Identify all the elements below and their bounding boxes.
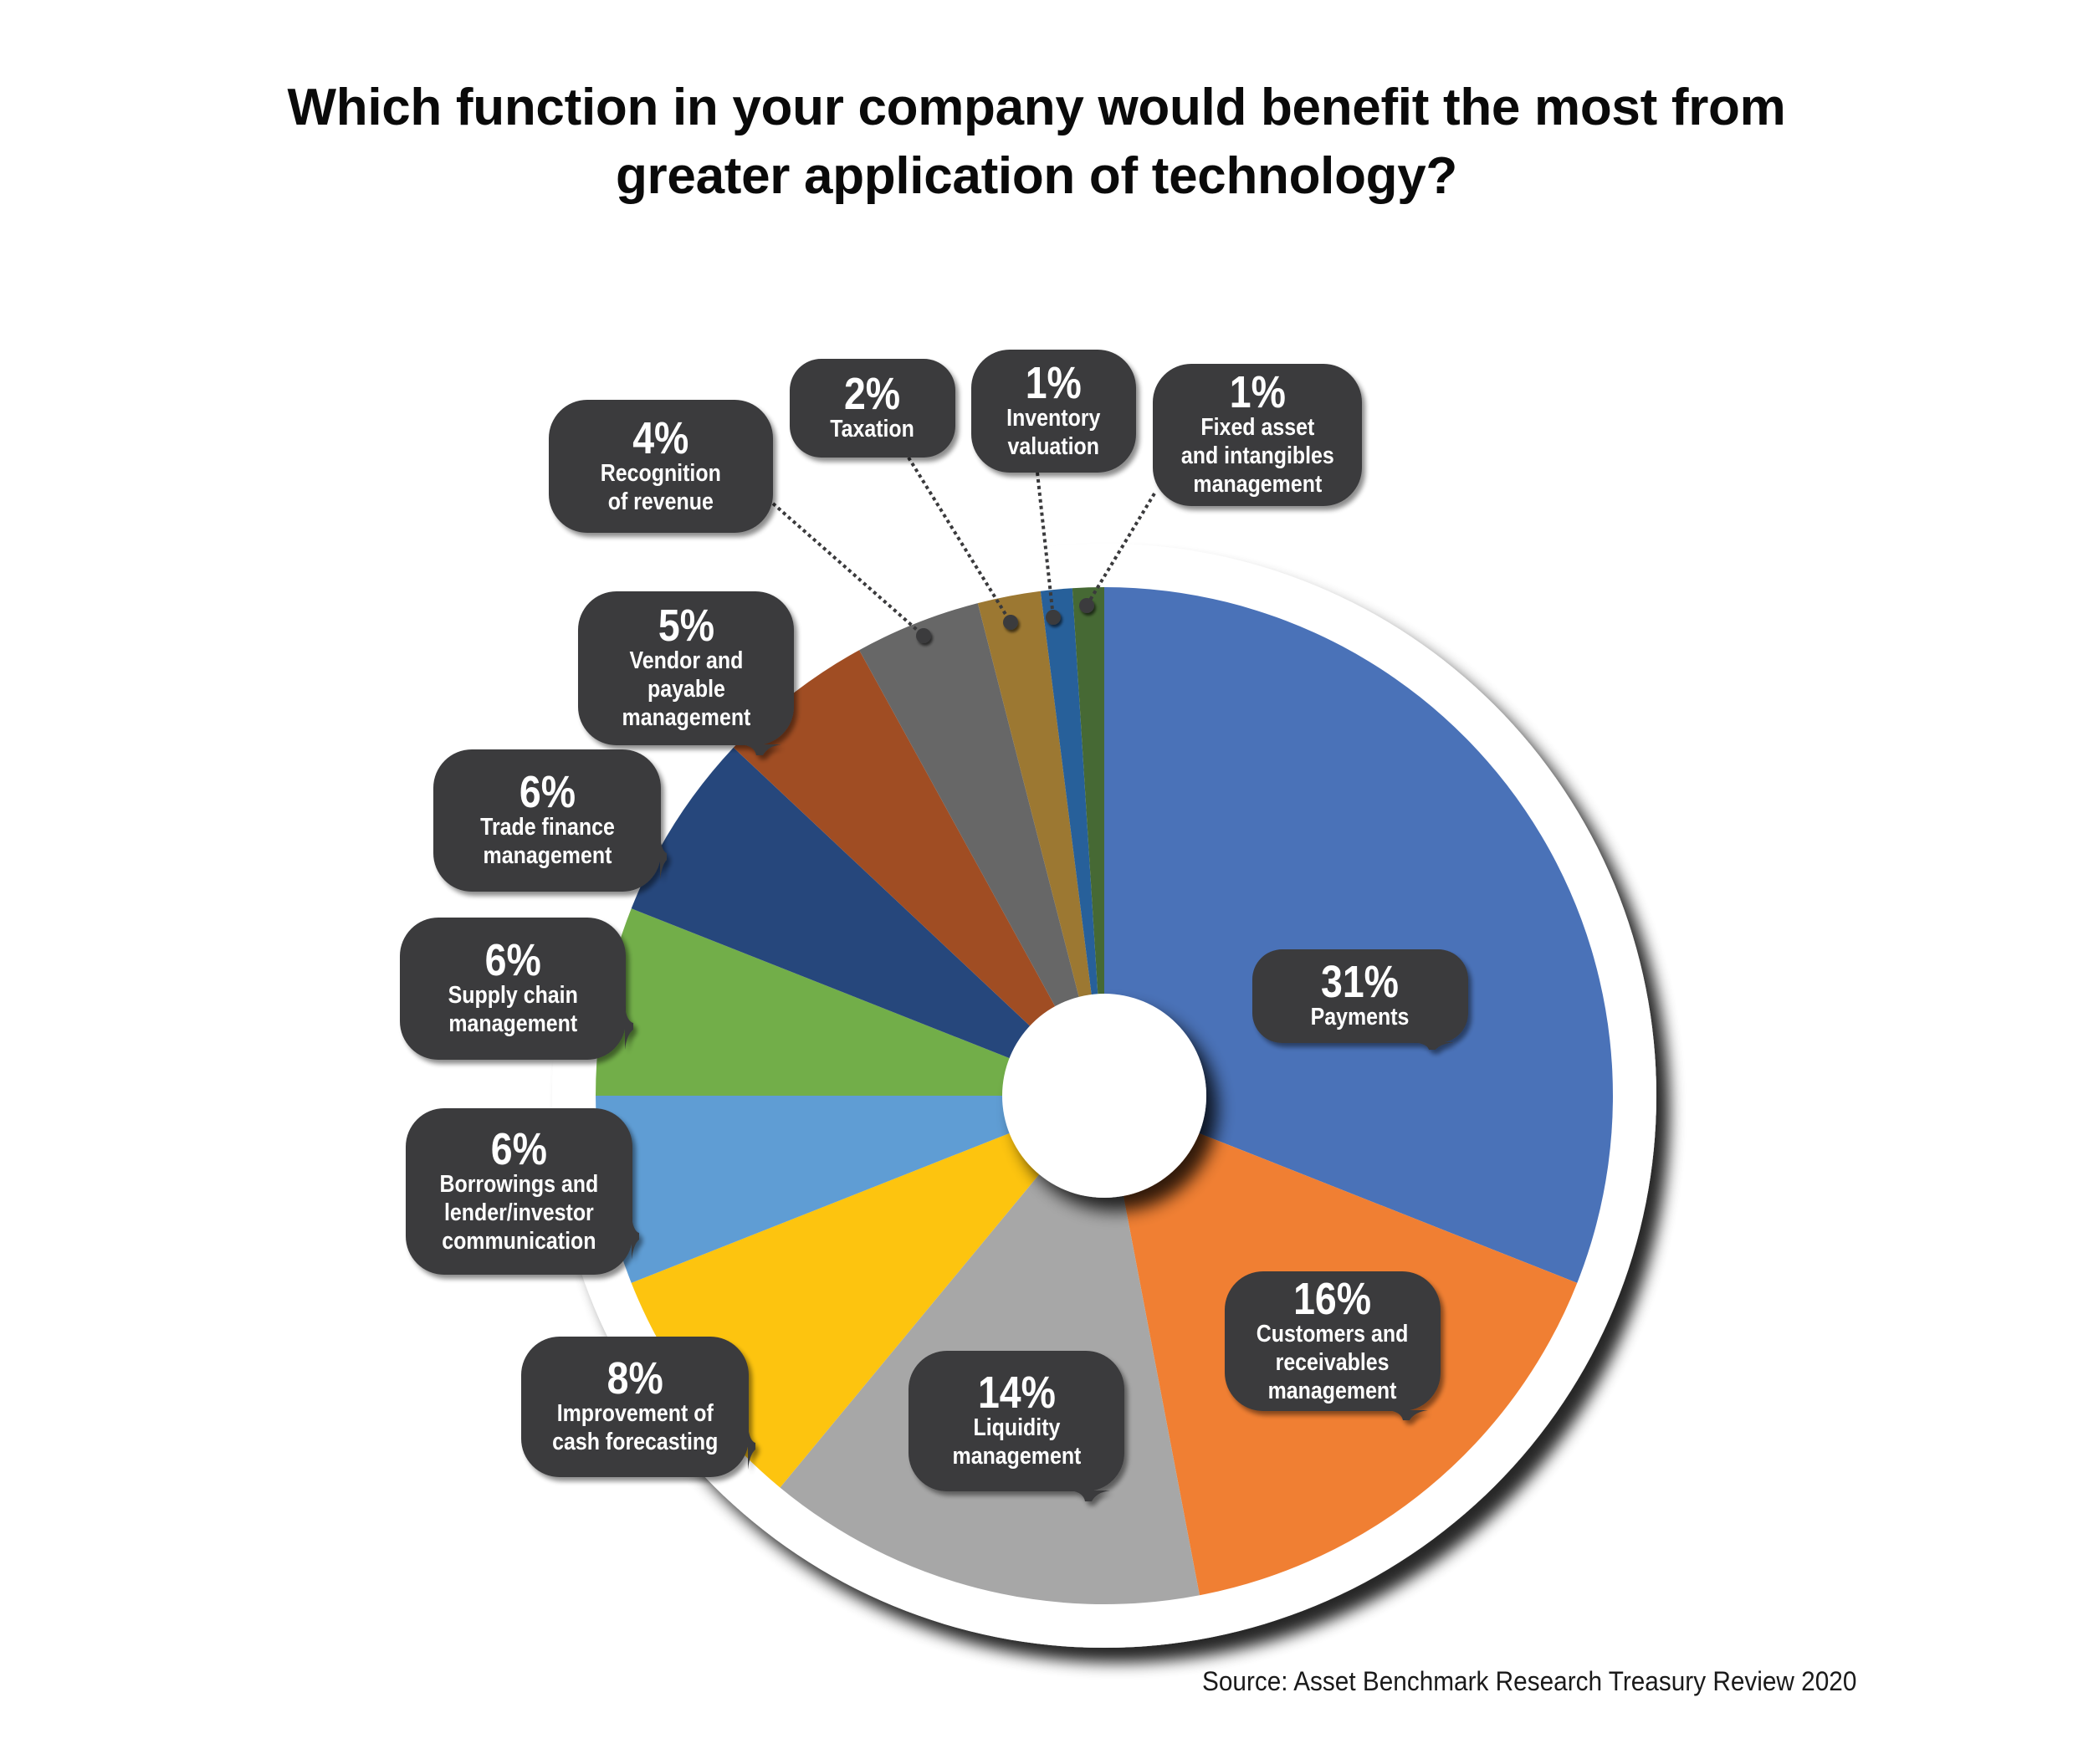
callout-text: 16% Customers and receivables management (1257, 1273, 1409, 1405)
callout-label: 4% Recognition of revenue (549, 400, 773, 533)
callout-box (521, 1337, 749, 1477)
callout-tail (1388, 1410, 1428, 1420)
pie-slice-improvement-of-cash-forecasting (631, 1096, 1104, 1488)
callout-text: 31% Payments (1311, 957, 1410, 1031)
callout-category: Recognition of revenue (600, 459, 722, 515)
callout-category: Vendor and payable management (622, 647, 750, 731)
leader-line (1085, 492, 1156, 607)
callout-label: 5% Vendor and payable management (578, 591, 794, 745)
leader-dot (916, 628, 931, 643)
chart-title-line-1: Which function in your company would ben… (287, 79, 1786, 136)
donut-hole (1002, 994, 1206, 1198)
callout-percent: 1% (1229, 367, 1286, 417)
callout-percent: 6% (519, 767, 576, 817)
callout-box (971, 350, 1136, 473)
callout-category: Liquidity management (952, 1414, 1081, 1470)
callout-percent: 1% (1025, 357, 1083, 408)
callout-text: 6% Borrowings and lender/investor communi… (439, 1123, 599, 1255)
pie-slice-inventory-valuation (1040, 588, 1104, 1096)
callout-box (909, 1351, 1124, 1491)
callout-percent: 16% (1293, 1273, 1372, 1324)
callout-label: 6% Borrowings and lender/investor communi… (406, 1108, 632, 1275)
callout-box (1225, 1271, 1441, 1411)
callout-tail (748, 1426, 755, 1470)
leader-dot (1046, 610, 1061, 625)
callout-category: Payments (1311, 1004, 1410, 1030)
pie-slice-supply-chain-management (596, 908, 1104, 1096)
callout-box (549, 400, 773, 533)
callout-text: 6% Trade finance management (479, 767, 615, 870)
pie-slice-recognition-of-revenue (859, 603, 1104, 1096)
callout-bubbles (400, 350, 1468, 1501)
leader-dot (1079, 598, 1094, 613)
callout-tail (1414, 1042, 1454, 1050)
chart-title: Which function in your company would ben… (0, 74, 2073, 211)
callout-percent: 4% (632, 412, 689, 463)
callout-label: 6% Supply chain management (400, 918, 626, 1060)
callout-percent: 8% (607, 1353, 663, 1404)
callout-text: 14% Liquidity management (952, 1368, 1081, 1470)
callout-label: 1% Fixed asset and intangibles management (1153, 364, 1362, 506)
pie-slice-taxation (977, 591, 1104, 1096)
callout-box (790, 359, 955, 458)
callout-label: 6% Trade finance management (433, 749, 661, 892)
callout-percent: 2% (844, 369, 901, 419)
leader-lines (771, 456, 1156, 643)
callout-text: 6% Supply chain management (448, 935, 578, 1038)
callout-category: Customers and receivables management (1257, 1320, 1409, 1404)
callout-text: 2% Taxation (830, 369, 915, 443)
leader-dot (1003, 615, 1018, 630)
pie-slice-borrowings-and-lender-investor-communication (596, 1096, 1104, 1283)
callout-tail (1070, 1490, 1110, 1501)
callout-label: 2% Taxation (790, 359, 955, 458)
callout-category: Improvement of cash forecasting (551, 1400, 719, 1455)
callout-tail (660, 836, 667, 880)
callout-category: Borrowings and lender/investor communica… (439, 1170, 599, 1255)
pie-slice-vendor-and-payable-management (733, 650, 1104, 1096)
callout-box (578, 591, 794, 745)
callout-text: 8% Improvement of cash forecasting (551, 1353, 719, 1456)
callout-text: 1% Inventory valuation (1006, 357, 1101, 461)
callout-label: 16% Customers and receivables management (1225, 1271, 1441, 1411)
callout-percent: 14% (977, 1368, 1056, 1418)
pie-slice-trade-finance-management (631, 747, 1104, 1096)
callout-category: Inventory valuation (1006, 404, 1101, 460)
callout-box (406, 1108, 632, 1275)
callout-box (1252, 949, 1468, 1043)
callout-percent: 31% (1321, 957, 1400, 1007)
chart-title-line-2: greater application of technology? (615, 147, 1458, 205)
callout-box (400, 918, 626, 1060)
pie-slice-payments (1104, 587, 1613, 1283)
leader-line (907, 456, 1012, 624)
callout-label: 14% Liquidity management (909, 1351, 1124, 1491)
callout-category: Trade finance management (479, 814, 615, 869)
callout-box (1153, 364, 1362, 506)
callout-percent: 5% (658, 601, 714, 651)
callout-category: Fixed asset and intangibles management (1180, 414, 1334, 498)
callout-tail (625, 1006, 633, 1050)
pie-slice-fixed-asset-and-intangibles-management (1072, 587, 1104, 1096)
callout-tail (741, 744, 781, 755)
source-note: Source: Asset Benchmark Research Treasur… (1202, 1666, 1857, 1696)
callout-tail (632, 1216, 639, 1260)
leader-line (1036, 472, 1055, 618)
callout-category: Taxation (830, 416, 915, 442)
callout-label: 31% Payments (1252, 949, 1468, 1043)
callout-text: 1% Fixed asset and intangibles management (1180, 367, 1334, 499)
callout-category: Supply chain management (448, 982, 578, 1037)
callout-text: 4% Recognition of revenue (600, 412, 722, 516)
callout-text: 5% Vendor and payable management (622, 601, 750, 732)
callout-label: 8% Improvement of cash forecasting (521, 1337, 749, 1477)
callout-box (433, 749, 661, 892)
callout-percent: 6% (484, 935, 541, 985)
callout-percent: 6% (490, 1123, 548, 1174)
callout-label: 1% Inventory valuation (971, 350, 1136, 473)
